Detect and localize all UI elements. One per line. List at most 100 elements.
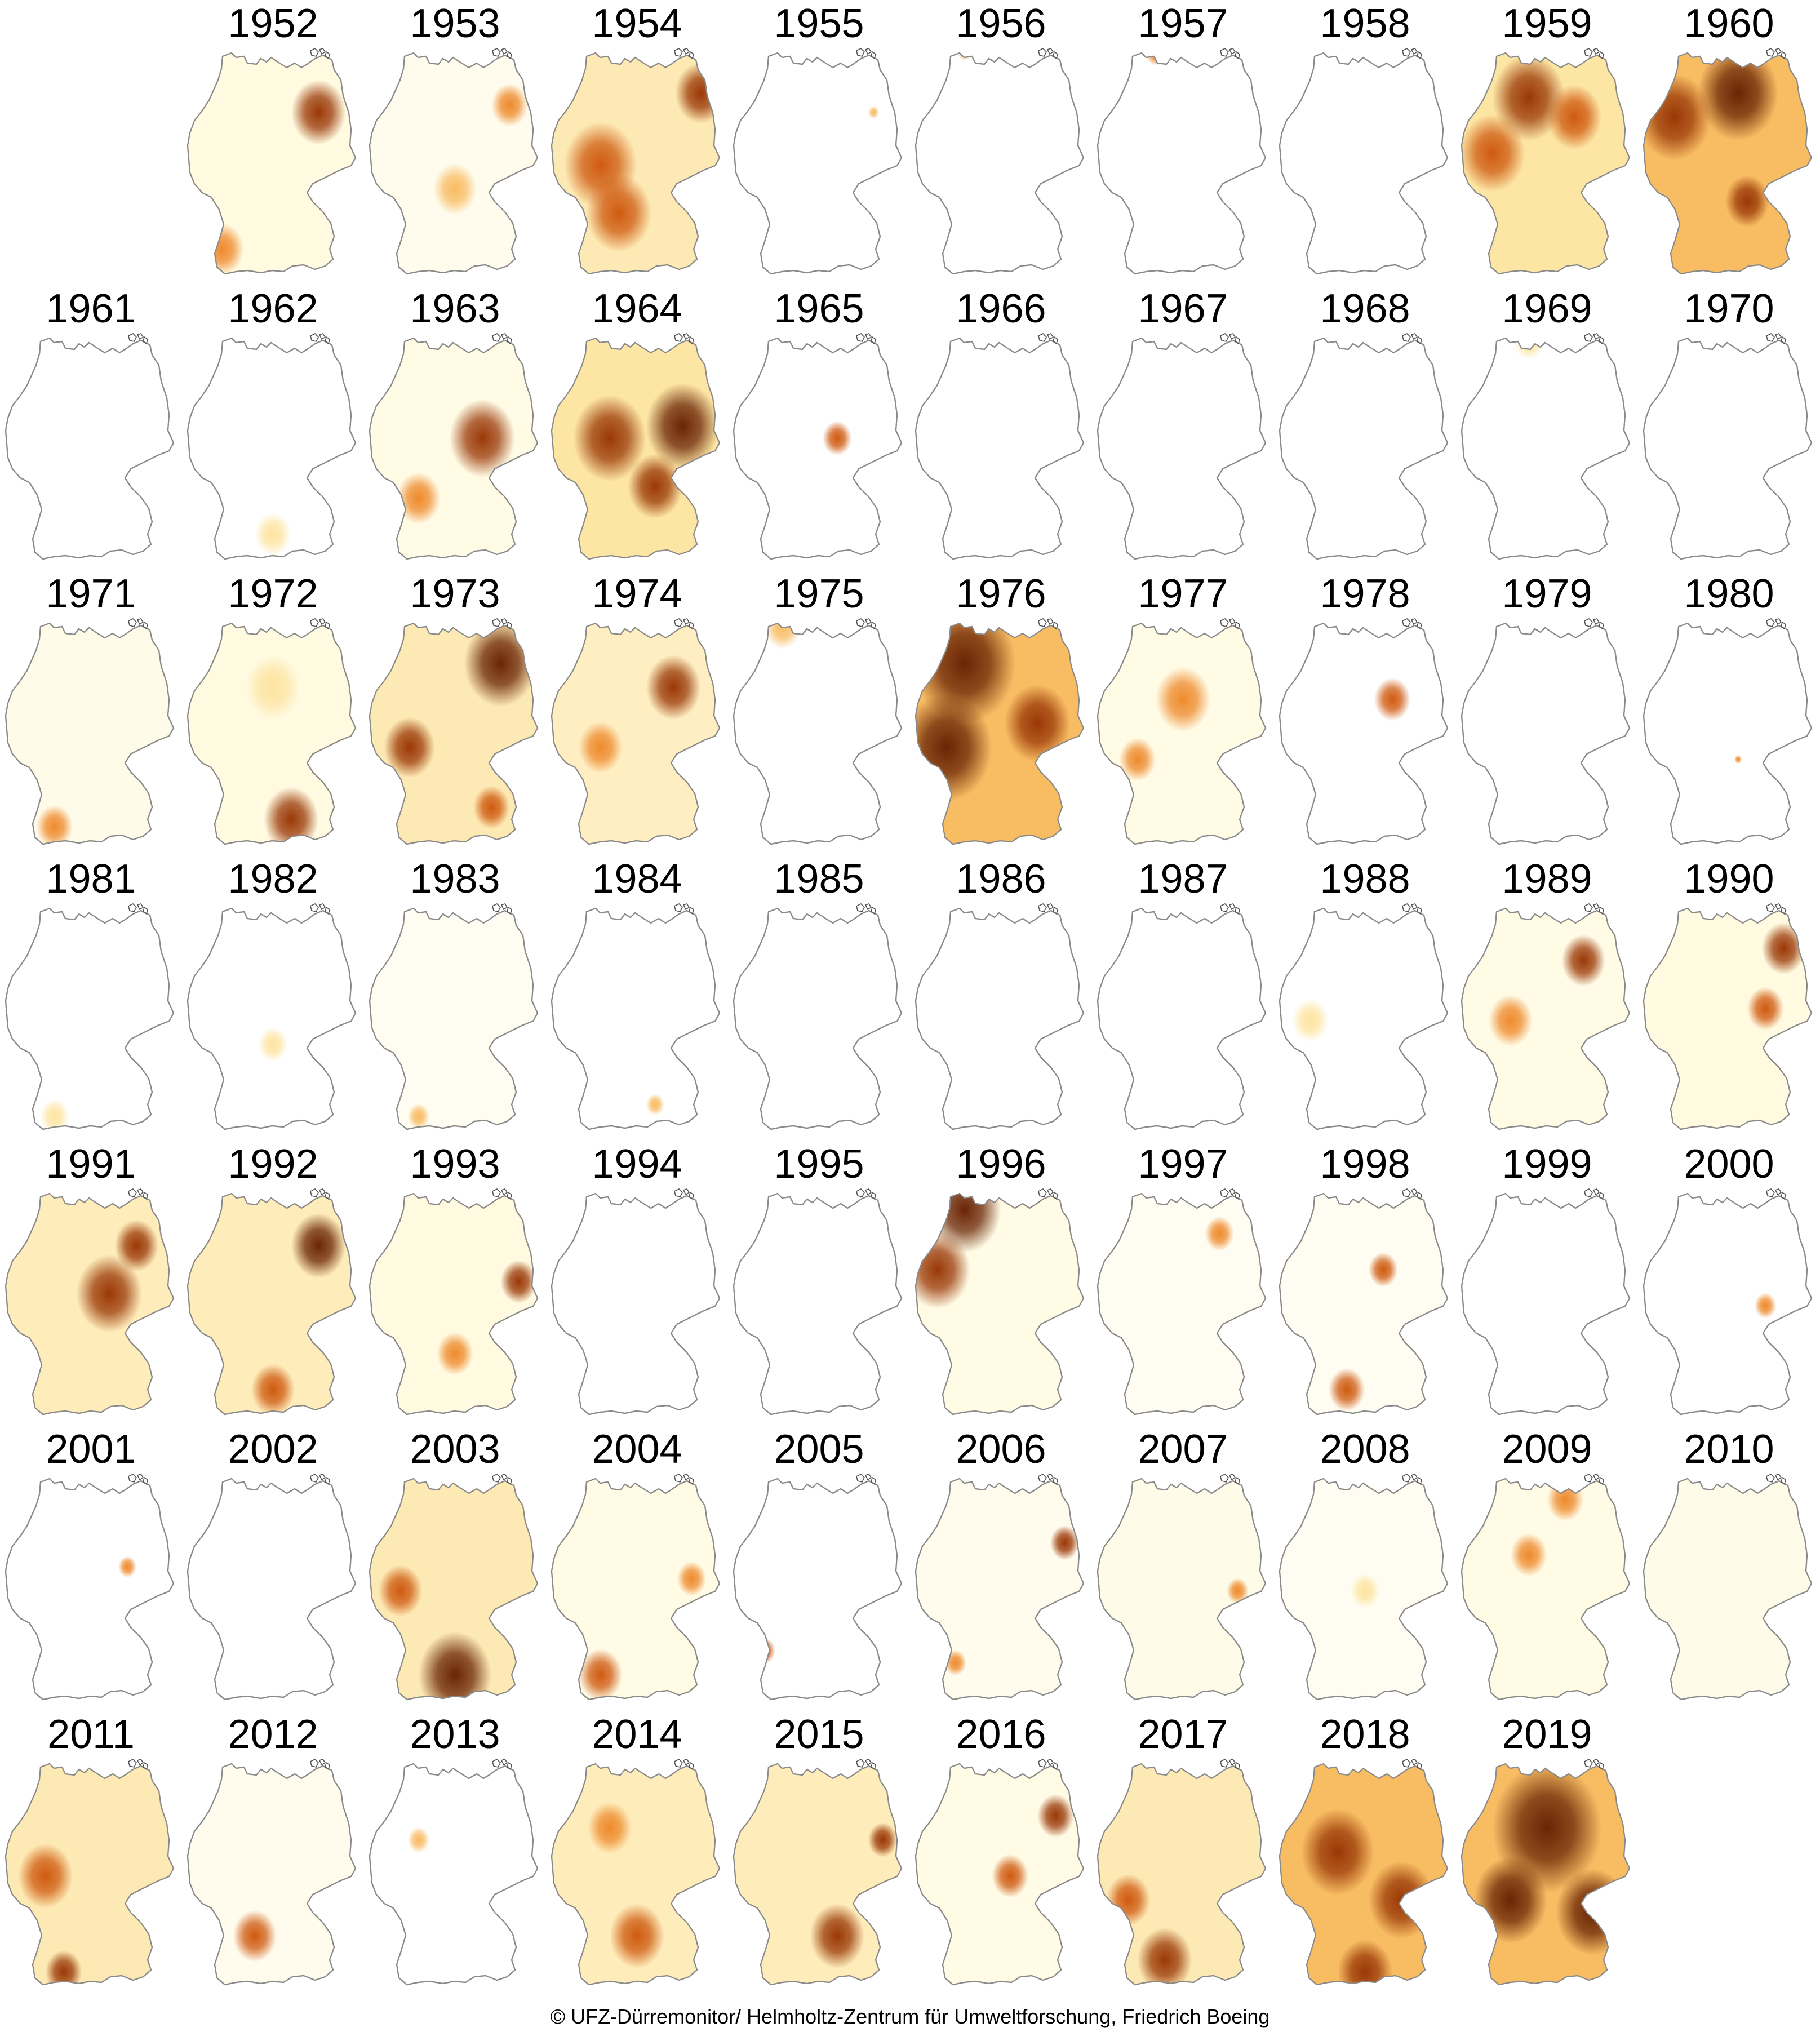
drought-layer [0, 330, 182, 570]
germany-map [733, 333, 903, 560]
baltic-islands [856, 1188, 876, 1200]
drought-hotspot [1004, 684, 1071, 762]
drought-layer [916, 1194, 1084, 1414]
year-label: 1961 [46, 286, 136, 331]
drought-hotspot [291, 79, 346, 145]
border-line [5, 1478, 175, 1701]
drought-wash [1638, 615, 1820, 855]
border-line [1461, 1763, 1631, 1986]
border-line [187, 1763, 357, 1986]
baltic-islands [492, 1188, 512, 1200]
germany-map [915, 903, 1085, 1130]
drought-layer [6, 1194, 174, 1414]
baltic-islands [1220, 1474, 1240, 1485]
year-label: 1971 [46, 571, 136, 616]
germany-map [1279, 1759, 1449, 1986]
border-line [1097, 337, 1267, 560]
year-map-2007: 2007 [1092, 1426, 1274, 1711]
drought-hotspot [433, 163, 477, 215]
border-line [551, 1192, 721, 1416]
germany-map [915, 618, 1085, 845]
drought-layer [734, 1479, 902, 1700]
border-line [1643, 622, 1813, 845]
drought-hotspot [418, 1631, 492, 1700]
drought-hotspot [646, 1093, 664, 1116]
drought-layer [916, 1479, 1084, 1700]
germany-map [1456, 615, 1638, 855]
border-line [187, 337, 357, 560]
year-label: 1959 [1502, 1, 1592, 46]
drought-hotspot [1489, 994, 1533, 1047]
border-line [1279, 1763, 1449, 1986]
year-map-2000: 2000 [1638, 1141, 1820, 1426]
border-line [551, 622, 721, 845]
germany-map [551, 48, 721, 275]
drought-layer [916, 908, 1084, 1129]
germany-map [915, 1188, 1085, 1416]
year-label: 2007 [1138, 1427, 1228, 1472]
drought-layer [1146, 53, 1165, 66]
drought-wash [552, 623, 720, 844]
year-label: 1996 [956, 1142, 1046, 1187]
baltic-islands [1038, 618, 1058, 630]
drought-hotspot [1205, 1216, 1234, 1251]
year-map-1979: 1979 [1456, 570, 1638, 855]
year-map-1996: 1996 [910, 1141, 1092, 1426]
year-map-2004: 2004 [546, 1426, 728, 1711]
germany-map [369, 903, 539, 1130]
year-map-1965: 1965 [728, 285, 910, 570]
germany-map [1461, 48, 1631, 275]
year-map-1993: 1993 [364, 1141, 546, 1426]
baltic-islands [492, 1474, 512, 1485]
drought-hotspot [1146, 53, 1165, 66]
germany-map [1643, 48, 1813, 275]
drought-layer [1274, 45, 1456, 285]
drought-wash [370, 1764, 538, 1985]
drought-hotspot [1754, 1292, 1777, 1319]
year-map-1987: 1987 [1092, 855, 1274, 1141]
drought-hotspot [76, 1254, 142, 1333]
germany-map [1279, 1188, 1449, 1416]
drought-layer [1644, 908, 1812, 1129]
year-map-1957: 1957 [1092, 0, 1274, 285]
year-label: 1984 [592, 857, 682, 902]
year-map-1997: 1997 [1092, 1141, 1274, 1426]
year-map-1958: 1958 [1274, 0, 1456, 285]
drought-hotspot [258, 1027, 288, 1062]
germany-map [1279, 618, 1449, 845]
drought-wash [910, 330, 1092, 570]
border-line [187, 907, 357, 1130]
drought-hotspot [233, 1910, 277, 1962]
drought-hotspot [40, 1099, 69, 1129]
drought-hotspot [18, 1843, 73, 1909]
drought-hotspot [928, 1194, 1001, 1253]
drought-hotspot [264, 787, 319, 844]
germany-map [187, 618, 357, 845]
year-map-2013: 2013 [364, 1711, 546, 1996]
baltic-islands [1402, 48, 1422, 60]
drought-wash [916, 1479, 1084, 1700]
year-map-1971: 1971 [0, 570, 182, 855]
drought-wash [916, 908, 1084, 1129]
germany-map [910, 330, 1092, 570]
baltic-islands [492, 903, 512, 915]
year-label: 2000 [1684, 1142, 1774, 1187]
drought-layer [552, 623, 720, 844]
drought-layer [370, 53, 538, 274]
baltic-islands [1584, 618, 1604, 630]
germany-map [1279, 903, 1449, 1130]
drought-layer [370, 908, 538, 1129]
drought-layer [1280, 1479, 1448, 1700]
drought-layer [1092, 900, 1274, 1141]
drought-wash [1456, 615, 1638, 855]
year-label: 1975 [774, 571, 864, 616]
year-label: 1992 [228, 1142, 318, 1187]
drought-hotspot [628, 454, 683, 519]
baltic-islands [674, 333, 694, 345]
drought-layer [916, 1764, 1084, 1985]
drought-wash [734, 1479, 902, 1700]
drought-layer [868, 105, 880, 119]
border-line [1643, 1192, 1813, 1416]
drought-hotspot [675, 63, 720, 123]
germany-map [187, 1759, 357, 1986]
